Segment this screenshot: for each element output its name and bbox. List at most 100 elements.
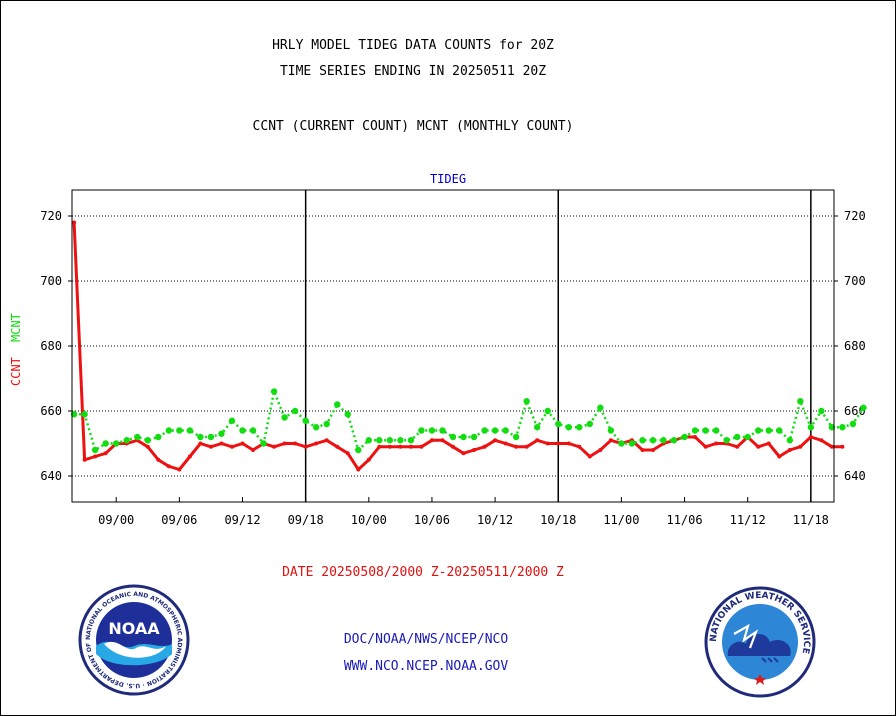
data-point-ccnt	[798, 444, 803, 449]
x-tick-label: 10/18	[540, 513, 576, 527]
data-point-ccnt	[461, 451, 466, 456]
data-point-ccnt	[524, 444, 529, 449]
data-point-mcnt	[460, 433, 467, 441]
data-point-ccnt	[503, 441, 508, 446]
data-point-mcnt	[776, 427, 783, 434]
axis-ticks: 640 640 660 660 680 680 700 700 720 720 09/00 09/06…	[40, 209, 865, 527]
data-point-ccnt	[103, 451, 108, 456]
data-point-mcnt	[597, 404, 604, 411]
data-point-mcnt	[260, 440, 267, 447]
data-point-ccnt	[650, 448, 655, 452]
data-point-ccnt	[640, 448, 645, 452]
data-point-mcnt	[418, 427, 425, 434]
data-point-ccnt	[303, 444, 308, 449]
data-point-mcnt	[165, 427, 173, 434]
data-point-mcnt	[786, 437, 793, 444]
data-point-mcnt	[555, 420, 562, 428]
website-link[interactable]: WWW.NCO.NCEP.NOAA.GOV	[343, 659, 509, 674]
data-point-mcnt	[186, 427, 194, 434]
y-tick-label-left: 700	[40, 274, 62, 288]
x-tick-label: 10/00	[351, 513, 387, 527]
x-tick-label: 09/12	[224, 513, 260, 527]
data-point-ccnt	[756, 444, 761, 449]
data-point-mcnt	[123, 437, 130, 444]
data-point-ccnt	[419, 444, 424, 449]
data-point-mcnt	[681, 433, 688, 441]
y-tick-label-right: 660	[844, 404, 866, 418]
data-point-ccnt	[493, 438, 498, 443]
data-point-ccnt	[145, 444, 150, 449]
data-point-ccnt	[451, 444, 455, 449]
data-point-mcnt	[755, 427, 762, 434]
x-tick-label: 11/06	[666, 513, 702, 527]
data-point-mcnt	[344, 411, 351, 418]
data-point-ccnt	[514, 444, 519, 449]
data-point-mcnt	[586, 420, 594, 428]
data-point-mcnt	[376, 437, 383, 444]
data-point-mcnt	[502, 427, 509, 434]
noaa-logo: NOAA NATIONAL OCEANIC AND ATMOSPHERIC AD…	[78, 584, 190, 696]
data-point-mcnt	[639, 437, 646, 444]
data-point-mcnt	[839, 424, 846, 431]
y-tick-label-left: 720	[40, 209, 62, 223]
y-tick-label-right: 680	[844, 339, 866, 353]
y-tick-label-left: 640	[40, 469, 62, 483]
data-point-ccnt	[535, 438, 540, 443]
data-point-mcnt	[302, 417, 309, 424]
data-point-mcnt	[386, 437, 394, 444]
data-point-ccnt	[577, 444, 582, 449]
data-point-mcnt	[828, 424, 836, 431]
data-point-ccnt	[177, 467, 182, 472]
data-point-mcnt	[649, 437, 657, 444]
data-point-mcnt	[218, 430, 225, 437]
data-point-ccnt	[198, 441, 203, 446]
data-point-mcnt	[607, 427, 615, 434]
chart-title: HRLY MODEL TIDEG DATA COUNTS for 20Z	[272, 38, 554, 53]
data-point-ccnt	[714, 441, 719, 446]
data-point-ccnt	[93, 454, 98, 459]
data-point-mcnt	[291, 407, 299, 415]
data-point-mcnt	[512, 433, 520, 441]
data-point-mcnt	[533, 424, 541, 431]
data-point-ccnt	[345, 451, 350, 456]
data-point-mcnt	[176, 427, 183, 434]
org-path-link[interactable]: DOC/NOAA/NWS/NCEP/NCO	[343, 632, 509, 647]
data-point-mcnt	[765, 427, 772, 434]
data-point-mcnt	[691, 427, 699, 434]
data-point-ccnt	[398, 444, 403, 449]
data-point-ccnt	[787, 448, 792, 452]
data-point-mcnt	[523, 398, 530, 405]
data-point-ccnt	[187, 454, 192, 459]
data-point-mcnt	[807, 424, 815, 431]
data-point-ccnt	[840, 444, 845, 449]
data-point-mcnt	[860, 404, 867, 411]
data-point-mcnt	[91, 446, 99, 454]
data-point-ccnt	[272, 444, 277, 449]
data-point-ccnt	[166, 464, 171, 469]
data-point-ccnt	[229, 444, 234, 449]
data-point-mcnt	[481, 427, 488, 434]
data-point-mcnt	[670, 437, 678, 444]
data-point-mcnt	[470, 433, 478, 441]
data-point-ccnt	[472, 448, 477, 452]
data-point-ccnt	[335, 444, 340, 449]
data-point-ccnt	[608, 438, 613, 443]
data-point-mcnt	[207, 433, 215, 441]
data-point-ccnt	[251, 448, 256, 452]
data-point-mcnt	[81, 411, 88, 418]
data-point-mcnt	[428, 427, 436, 434]
data-point-mcnt	[702, 427, 709, 434]
data-point-mcnt	[576, 424, 583, 431]
x-tick-label: 09/00	[98, 513, 134, 527]
data-point-mcnt	[312, 424, 320, 431]
data-point-ccnt	[735, 444, 740, 449]
data-point-mcnt	[723, 437, 730, 444]
series-group	[70, 220, 867, 472]
data-point-ccnt	[156, 457, 161, 462]
data-point-mcnt	[270, 388, 278, 395]
data-point-ccnt	[82, 457, 87, 462]
data-point-mcnt	[70, 411, 78, 418]
data-point-mcnt	[365, 437, 373, 444]
data-point-mcnt	[228, 417, 236, 424]
data-point-mcnt	[660, 437, 667, 444]
